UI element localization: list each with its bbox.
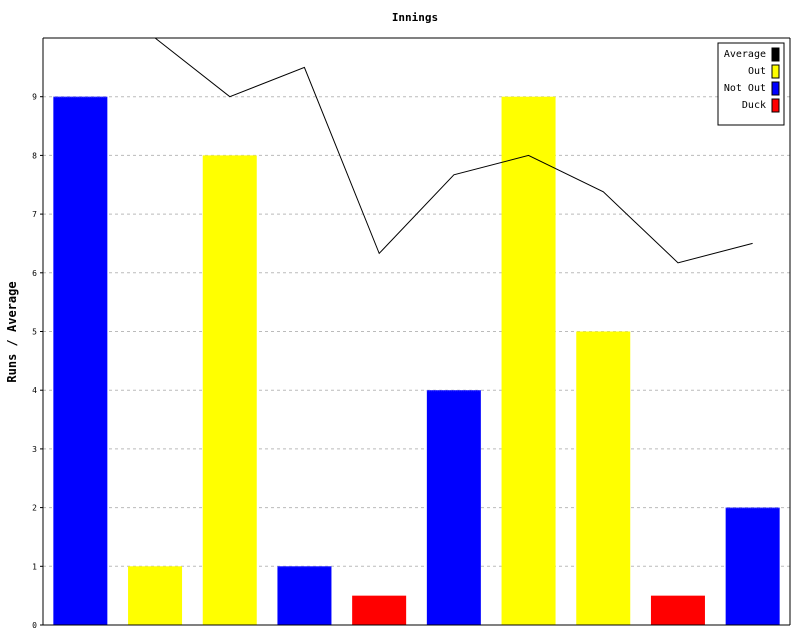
bar-8 xyxy=(576,331,631,625)
legend-swatch-out xyxy=(771,64,780,79)
bar-10 xyxy=(725,507,780,625)
y-tick-label-2: 2 xyxy=(32,504,37,513)
y-tick-label-0: 0 xyxy=(32,621,37,630)
legend: Average Out Not Out Duck xyxy=(717,42,785,126)
axes: 0 1 2 3 4 5 6 7 8 9 xyxy=(32,37,791,630)
legend-label-out: Out xyxy=(748,66,766,77)
bars xyxy=(53,96,780,625)
average-line-layer xyxy=(154,37,753,264)
bar-7 xyxy=(501,96,556,625)
legend-label-not-out: Not Out xyxy=(724,83,766,94)
average-line xyxy=(154,37,753,264)
legend-swatch-average xyxy=(771,47,780,62)
y-tick-label-8: 8 xyxy=(32,151,37,160)
bar-3 xyxy=(202,155,257,625)
y-tick-label-6: 6 xyxy=(32,269,37,278)
y-axis-label: Runs / Average xyxy=(5,281,19,382)
y-tick-label-7: 7 xyxy=(32,210,37,219)
bar-6 xyxy=(426,390,481,625)
legend-label-duck: Duck xyxy=(742,100,766,111)
bar-2 xyxy=(128,566,183,625)
bar-5 xyxy=(352,595,407,625)
y-tick-label-1: 1 xyxy=(32,562,37,571)
legend-label-average: Average xyxy=(724,49,766,60)
y-tick-label-9: 9 xyxy=(32,93,37,102)
bar-1 xyxy=(53,96,108,625)
bar-9 xyxy=(650,595,705,625)
gridlines xyxy=(43,96,790,567)
chart-title: Innings xyxy=(392,11,438,24)
legend-swatch-duck xyxy=(771,98,780,113)
y-tick-label-5: 5 xyxy=(32,328,37,337)
y-tick-label-4: 4 xyxy=(32,386,37,395)
bar-4 xyxy=(277,566,332,625)
legend-swatch-not-out xyxy=(771,81,780,96)
y-tick-label-3: 3 xyxy=(32,445,37,454)
